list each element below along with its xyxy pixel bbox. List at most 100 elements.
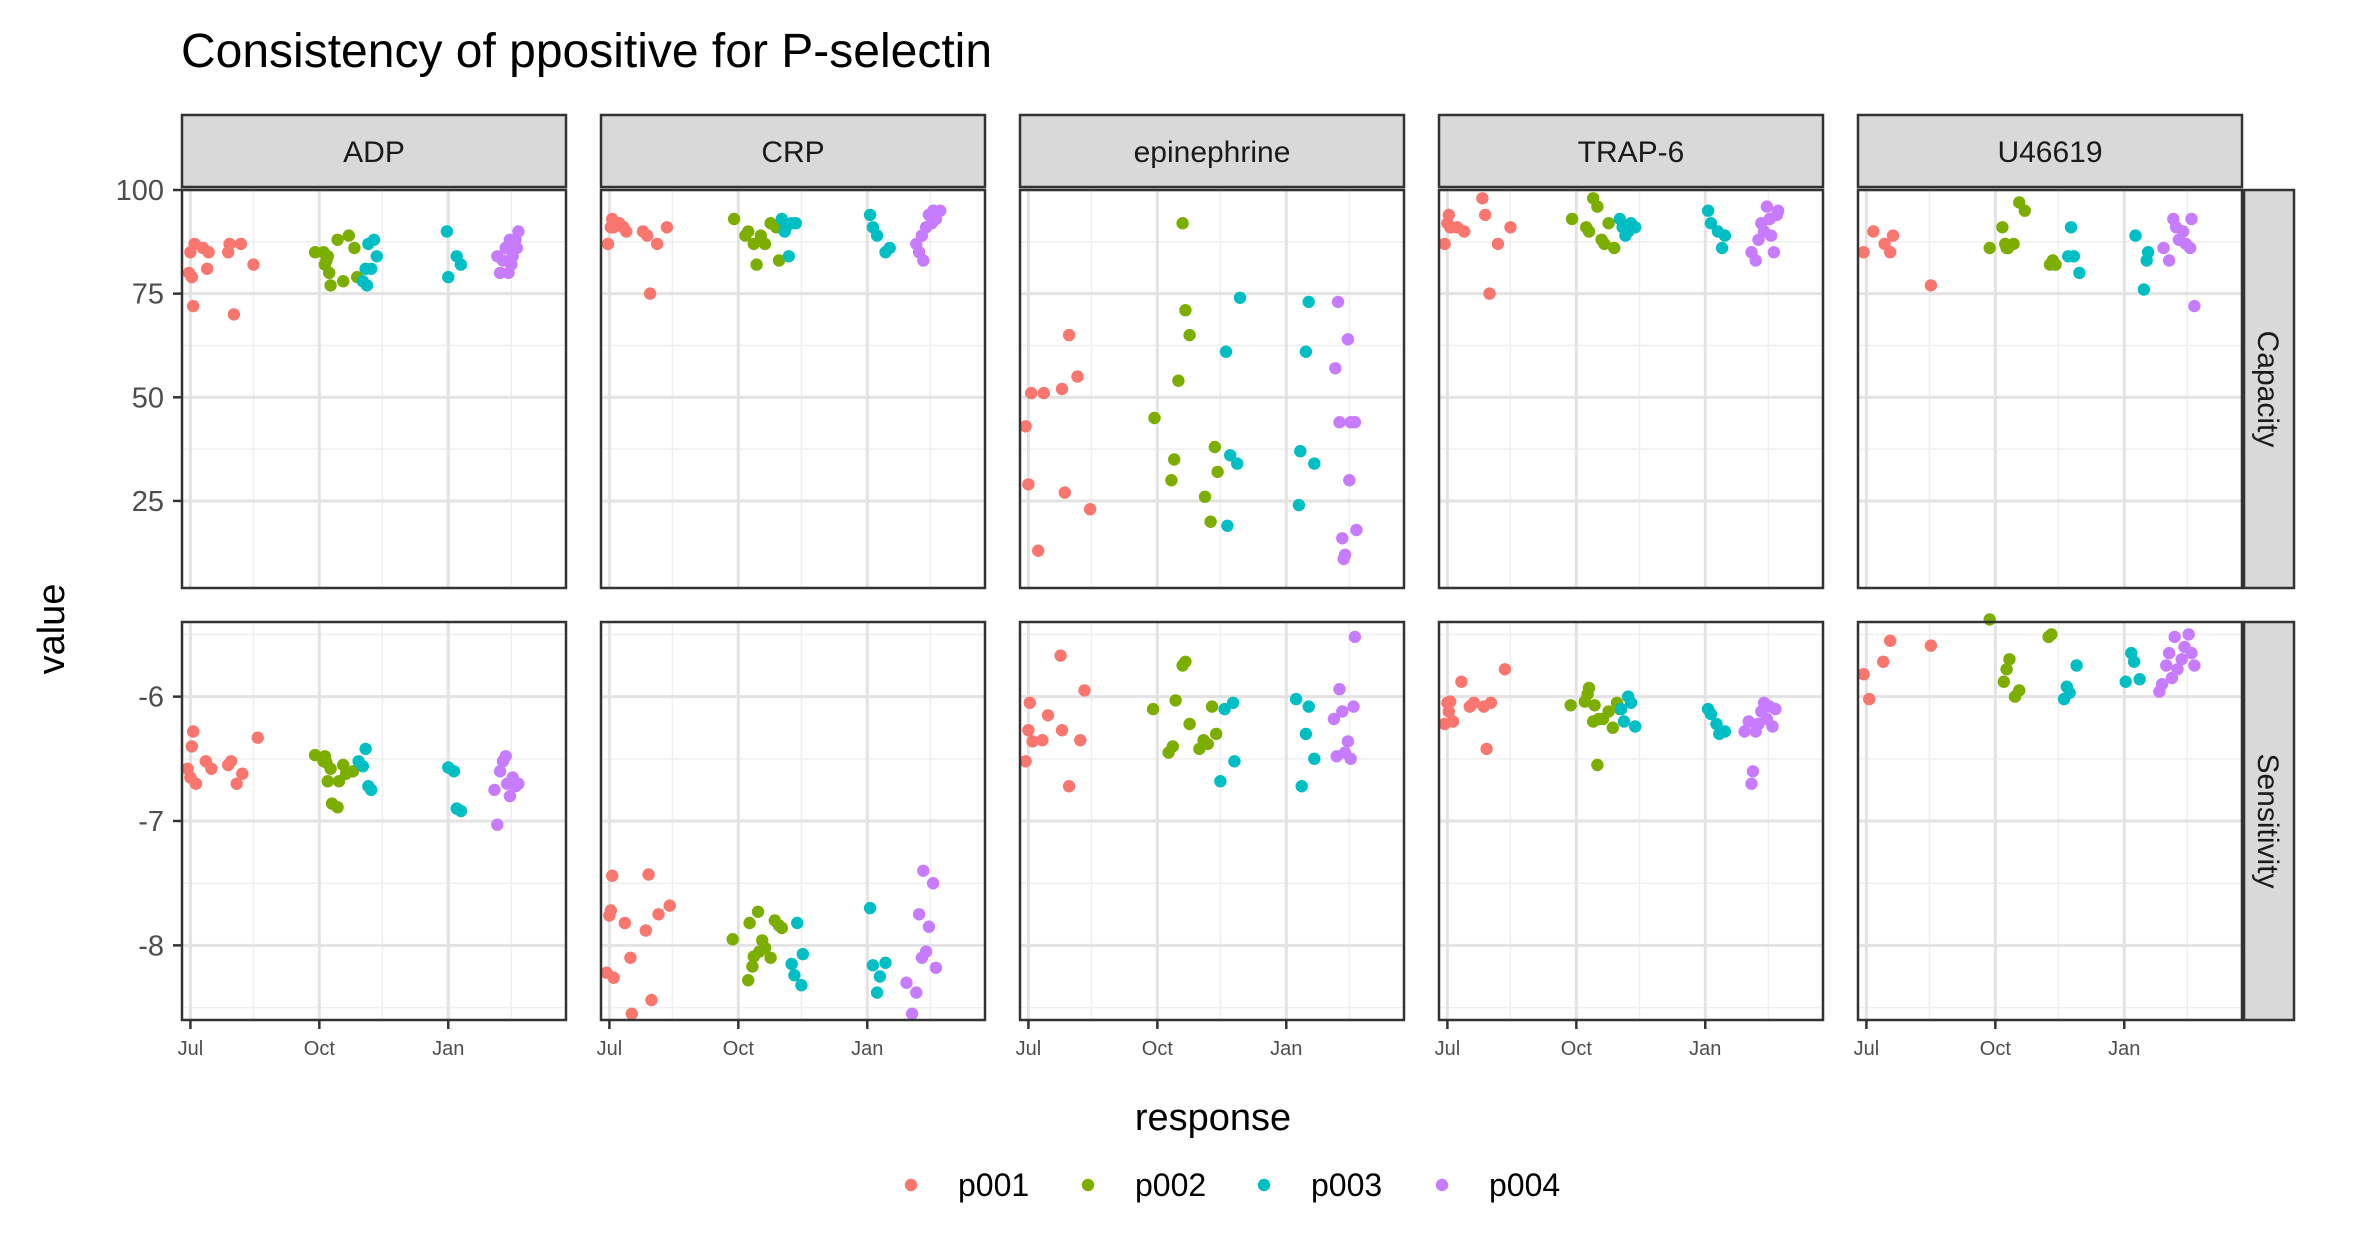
data-point-p001 bbox=[1483, 287, 1496, 300]
data-point-p004 bbox=[2185, 212, 2198, 226]
data-point-p003 bbox=[1224, 449, 1237, 462]
data-point-p001 bbox=[1025, 386, 1038, 400]
data-point-p003 bbox=[2137, 283, 2151, 296]
data-point-p002 bbox=[1582, 225, 1596, 238]
data-point-p004 bbox=[1769, 702, 1782, 716]
data-point-p003 bbox=[1231, 457, 1244, 470]
data-point-p004 bbox=[2168, 630, 2181, 644]
data-point-p004 bbox=[912, 908, 926, 921]
data-point-p004 bbox=[2176, 225, 2190, 238]
data-point-p001 bbox=[624, 951, 637, 964]
data-point-p001 bbox=[1857, 668, 1870, 681]
data-point-p002 bbox=[1176, 217, 1189, 230]
data-point-p003 bbox=[863, 901, 877, 915]
panel-sensitivity-trap-6 bbox=[1437, 620, 1825, 1022]
legend-label-p001: p001 bbox=[958, 1167, 1029, 1203]
data-point-p003 bbox=[356, 760, 369, 773]
data-point-p004 bbox=[1764, 229, 1778, 242]
data-point-p002 bbox=[2049, 258, 2062, 271]
data-point-p003 bbox=[873, 970, 887, 983]
data-point-p002 bbox=[775, 921, 788, 935]
data-point-p003 bbox=[1704, 707, 1718, 721]
data-point-p002 bbox=[1204, 515, 1217, 528]
data-point-p002 bbox=[750, 258, 763, 271]
data-point-p001 bbox=[1455, 675, 1468, 688]
data-point-p003 bbox=[1718, 229, 1732, 242]
data-point-p002 bbox=[2018, 204, 2032, 217]
data-point-p004 bbox=[1327, 712, 1341, 726]
data-point-p003 bbox=[367, 233, 381, 246]
data-point-p003 bbox=[365, 783, 378, 797]
data-point-p004 bbox=[2188, 659, 2201, 672]
panel-border bbox=[1856, 620, 2244, 1022]
data-point-p004 bbox=[1760, 200, 1774, 213]
data-point-p002 bbox=[2003, 653, 2016, 666]
data-point-p002 bbox=[1205, 700, 1219, 713]
data-point-p001 bbox=[1446, 715, 1460, 728]
data-point-p003 bbox=[1289, 692, 1303, 706]
data-point-p002 bbox=[337, 275, 350, 288]
data-point-p003 bbox=[785, 957, 798, 971]
data-point-p001 bbox=[1857, 246, 1870, 259]
data-point-p003 bbox=[1219, 345, 1233, 358]
facet-label-trap-6: TRAP-6 bbox=[1578, 136, 1685, 169]
data-point-p003 bbox=[1221, 519, 1234, 532]
data-point-p001 bbox=[185, 740, 198, 753]
data-point-p002 bbox=[1208, 440, 1222, 454]
data-point-p003 bbox=[788, 969, 801, 982]
x-tick-label: Oct bbox=[304, 1038, 336, 1060]
data-point-p002 bbox=[758, 941, 772, 955]
data-point-p001 bbox=[1924, 279, 1938, 292]
panel-border bbox=[1437, 188, 1825, 590]
data-point-p003 bbox=[1629, 720, 1642, 733]
data-point-p002 bbox=[1172, 374, 1185, 387]
legend-item-p003: p003 bbox=[1257, 1167, 1382, 1203]
data-point-p001 bbox=[604, 904, 617, 917]
data-point-p001 bbox=[201, 262, 214, 275]
data-point-p001 bbox=[223, 237, 236, 251]
data-point-p001 bbox=[1074, 734, 1087, 747]
data-point-p004 bbox=[1333, 683, 1346, 696]
data-point-p004 bbox=[1344, 752, 1357, 765]
data-point-p002 bbox=[746, 960, 759, 973]
data-point-p001 bbox=[642, 868, 655, 881]
data-point-p003 bbox=[863, 208, 877, 222]
panel-border bbox=[599, 620, 987, 1022]
data-point-p004 bbox=[1341, 735, 1355, 748]
data-point-p002 bbox=[1591, 200, 1604, 213]
data-point-p004 bbox=[919, 945, 933, 958]
facet-panels: ADP 100 75 50 25 -6 -7 -8 Jul Oct Jan CRP Jul Oct Jan e… bbox=[116, 113, 2296, 1060]
data-point-p002 bbox=[2007, 237, 2020, 251]
data-point-p001 bbox=[1877, 655, 1890, 668]
data-point-p002 bbox=[348, 241, 361, 255]
data-point-p004 bbox=[917, 254, 930, 267]
data-point-p004 bbox=[512, 777, 525, 790]
data-point-p001 bbox=[234, 237, 248, 251]
data-point-p002 bbox=[324, 762, 337, 775]
data-point-p003 bbox=[1226, 696, 1240, 709]
data-point-p004 bbox=[1766, 720, 1779, 733]
data-point-p001 bbox=[625, 1007, 638, 1020]
data-point-p004 bbox=[2182, 628, 2195, 641]
data-point-p003 bbox=[2067, 250, 2080, 263]
data-point-p002 bbox=[758, 237, 772, 251]
data-point-p001 bbox=[650, 237, 664, 251]
panel-sensitivity-crp bbox=[599, 620, 987, 1022]
data-point-p004 bbox=[1341, 333, 1355, 346]
data-point-p002 bbox=[1996, 221, 2009, 234]
data-point-p002 bbox=[726, 933, 739, 946]
data-point-p004 bbox=[491, 818, 504, 831]
data-point-p002 bbox=[1146, 702, 1160, 716]
legend-item-p004: p004 bbox=[1435, 1167, 1560, 1203]
data-point-p003 bbox=[1295, 780, 1308, 793]
data-point-p004 bbox=[2183, 241, 2197, 255]
facet-strip-trap-6 bbox=[1437, 113, 1825, 189]
facet-strip-crp bbox=[599, 113, 987, 189]
data-point-p001 bbox=[1458, 225, 1471, 238]
facet-strip-u46619 bbox=[1856, 113, 2244, 189]
panel-capacity-trap-6 bbox=[1437, 188, 1825, 590]
data-point-p002 bbox=[1165, 474, 1178, 487]
data-point-p001 bbox=[618, 916, 631, 930]
data-point-p001 bbox=[1054, 649, 1067, 662]
